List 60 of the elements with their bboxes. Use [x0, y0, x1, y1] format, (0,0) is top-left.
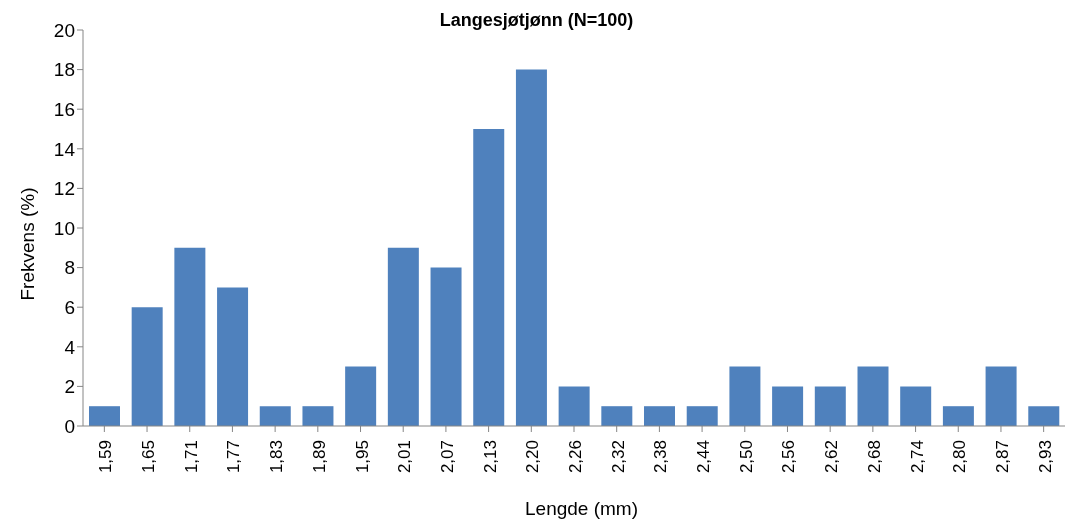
bar [900, 386, 932, 426]
bar [814, 386, 846, 426]
y-tick-label: 6 [64, 296, 75, 318]
x-tick-label: 1,95 [352, 440, 372, 474]
y-tick-label: 18 [53, 59, 75, 81]
bar [302, 406, 334, 426]
bar [131, 307, 163, 426]
x-tick-label: 2,26 [566, 440, 585, 474]
x-tick-label: 2,93 [1035, 440, 1055, 474]
bar [1028, 406, 1060, 426]
y-tick-label: 20 [53, 19, 75, 41]
y-tick-label: 12 [53, 178, 75, 200]
bar [558, 386, 590, 426]
bar [772, 386, 804, 426]
bar [942, 406, 974, 426]
x-tick-label: 2,80 [950, 440, 970, 474]
y-tick-label: 16 [53, 98, 75, 120]
bar [644, 406, 676, 426]
y-tick-label: 2 [64, 376, 75, 398]
x-axis-title: Lengde (mm) [524, 498, 639, 520]
x-tick-label: 2,01 [395, 440, 415, 474]
x-tick-label: 2,20 [523, 440, 543, 474]
bar [729, 366, 761, 426]
bar [345, 366, 377, 426]
bar [473, 129, 505, 426]
bar [259, 406, 291, 426]
x-tick-label: 2,74 [907, 440, 927, 474]
x-tick-label: 1,59 [96, 440, 116, 474]
x-tick-label: 1,89 [309, 440, 329, 474]
x-tick-label: 1,77 [224, 440, 244, 474]
bar [985, 366, 1017, 426]
bar [686, 406, 718, 426]
bar [174, 247, 206, 426]
x-tick-label: 2,13 [480, 440, 500, 474]
bar [217, 287, 249, 426]
x-tick-label: 2,56 [779, 440, 799, 474]
y-tick-label: 0 [64, 415, 75, 437]
x-tick-label: 1,71 [181, 440, 201, 474]
x-tick-label: 2,32 [608, 440, 628, 474]
x-tick-label: 2,38 [651, 440, 671, 474]
x-tick-label: 2,50 [736, 440, 756, 474]
bar [515, 69, 547, 426]
x-tick-label: 1,65 [139, 440, 159, 474]
bar [88, 406, 120, 426]
x-tick-label: 2,44 [694, 440, 714, 474]
bar [857, 366, 889, 426]
y-tick-label: 8 [64, 257, 75, 279]
x-tick-label: 2,07 [437, 440, 457, 474]
x-tick-label: 2,68 [864, 440, 884, 474]
y-tick-label: 14 [53, 138, 76, 160]
x-tick-label: 2,62 [822, 440, 842, 474]
y-tick-label: 10 [53, 217, 75, 239]
x-tick-label: 2,87 [992, 440, 1012, 474]
chart-title: Langesjøtjønn (N=100) [439, 10, 634, 30]
x-tick-label: 1,83 [267, 440, 287, 474]
bar [387, 247, 419, 426]
y-tick-label: 4 [64, 336, 76, 358]
bar [430, 267, 462, 426]
bar [601, 406, 633, 426]
y-axis-title: Frekvens (%) [17, 186, 39, 303]
